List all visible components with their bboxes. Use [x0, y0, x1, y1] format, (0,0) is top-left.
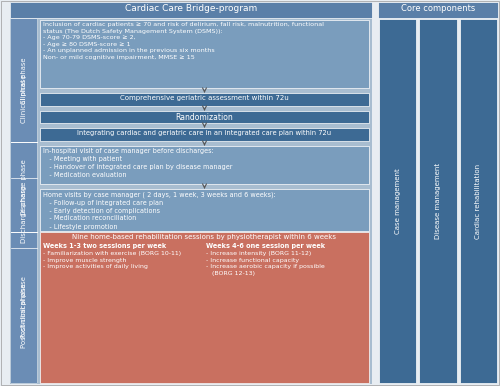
Bar [379, 19, 416, 383]
Bar [378, 2, 498, 18]
Bar [10, 2, 372, 384]
Bar [460, 19, 497, 383]
Text: - Increase intensity (BORG 11-12)
- Increase functional capacity
- Increase aero: - Increase intensity (BORG 11-12) - Incr… [206, 251, 325, 276]
Bar [11, 19, 37, 383]
Text: Home visits by case manager ( 2 days, 1 week, 3 weeks and 6 weeks):
   - Follow-: Home visits by case manager ( 2 days, 1 … [43, 191, 276, 230]
Bar [40, 128, 369, 141]
Text: Clinical phase: Clinical phase [21, 57, 27, 104]
Bar [40, 146, 369, 184]
Text: Randomization: Randomization [176, 113, 234, 122]
Text: - Familiarization with exercise (BORG 10-11)
- Improve muscle strength
- Improve: - Familiarization with exercise (BORG 10… [43, 251, 181, 269]
Bar [10, 2, 372, 18]
Text: Discharge phase: Discharge phase [21, 159, 27, 215]
Bar [420, 19, 457, 383]
Text: Nine home-based rehabilitation sessions by physiotherapist within 6 weeks: Nine home-based rehabilitation sessions … [72, 234, 336, 240]
Text: Post-clinical phase: Post-clinical phase [21, 284, 27, 349]
Text: Post-clinical phase: Post-clinical phase [21, 276, 27, 339]
Text: Weeks 4-6 one session per week: Weeks 4-6 one session per week [206, 243, 326, 249]
Bar [11, 19, 37, 383]
Bar [40, 93, 369, 106]
Text: Integrating cardiac and geriatric care in an integrated care plan within 72u: Integrating cardiac and geriatric care i… [78, 130, 332, 136]
Text: Cardiac Care Bridge-program: Cardiac Care Bridge-program [125, 4, 257, 13]
Bar [40, 189, 369, 231]
Text: Weeks 1-3 two sessions per week: Weeks 1-3 two sessions per week [43, 243, 166, 249]
Text: Comprehensive geriatric assessment within 72u: Comprehensive geriatric assessment withi… [120, 95, 289, 101]
Text: Case management: Case management [394, 168, 400, 234]
Text: In-hospital visit of case manager before discharges:
   - Meeting with patient
 : In-hospital visit of case manager before… [43, 148, 232, 178]
Text: Core components: Core components [401, 4, 475, 13]
Text: Discharge phase: Discharge phase [21, 185, 27, 242]
Text: Clinical phase: Clinical phase [21, 74, 27, 123]
Text: Cardiac rehabilitation: Cardiac rehabilitation [476, 163, 482, 239]
Text: Inclusion of cardiac patients ≥ 70 and risk of delirium, fall risk, malnutrition: Inclusion of cardiac patients ≥ 70 and r… [43, 22, 324, 60]
Bar [40, 111, 369, 123]
Text: Disease management: Disease management [435, 163, 441, 239]
Bar [40, 232, 369, 383]
Bar [40, 20, 369, 88]
